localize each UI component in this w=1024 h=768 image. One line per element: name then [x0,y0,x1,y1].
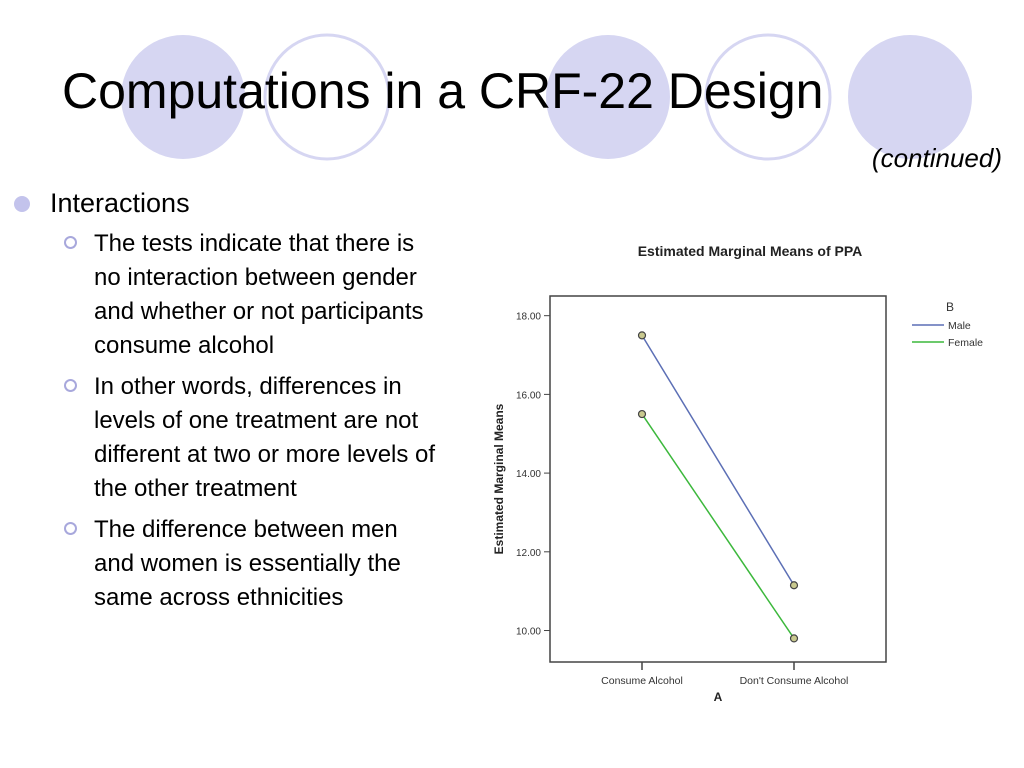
subbullet-item: In other words, differences in levels of… [12,370,442,506]
decor-circle-outline [704,33,832,161]
y-tick-label: 10.00 [516,627,541,638]
legend-label: Male [948,320,971,332]
subbullet-item: The difference between men and women is … [12,513,442,615]
data-point-female [789,634,799,643]
subbullet-ring-icon [64,236,77,249]
bullet-list: Interactions The tests indicate that the… [12,186,442,615]
data-point-male [789,581,799,590]
slide-subtitle: (continued) [871,143,1002,173]
x-axis-label: A [714,690,723,704]
x-tick-label: Consume Alcohol [601,675,683,687]
y-tick-label: 14.00 [516,469,541,480]
bullet-item: Interactions [12,186,442,220]
subbullet-ring-icon [64,379,77,392]
decorative-circles [121,33,972,161]
y-tick-label: 12.00 [516,548,541,559]
bullet-dot-icon [14,196,30,212]
series-group [637,331,799,643]
line-chart: Estimated Marginal Means of PPA Estimate… [492,243,983,704]
decor-circle-outline [263,33,391,161]
x-tick-label: Don't Consume Alcohol [740,675,849,687]
x-axis-ticks: Consume Alcohol Don't Consume Alcohol [601,662,848,687]
series-line-male [641,334,795,586]
data-point-female [637,409,647,419]
legend-label: Female [948,337,983,349]
plot-frame [549,295,887,663]
decor-circle-filled [546,35,670,159]
bullet-text: Interactions [50,188,190,218]
subbullet-ring-icon [64,522,77,535]
subbullet-item: The tests indicate that there is no inte… [12,227,442,363]
series-line-female [641,413,795,639]
y-axis-ticks: 10.00 12.00 14.00 16.00 18.00 [516,312,550,638]
legend: B Male Female [912,300,983,349]
data-point-male [637,331,647,340]
decor-circle-filled [121,35,245,159]
y-axis-label: Estimated Marginal Means [492,403,506,554]
subbullet-text: In other words, differences in levels of… [94,373,436,502]
subbullet-text: The difference between men and women is … [94,516,401,611]
chart-title: Estimated Marginal Means of PPA [638,243,863,259]
y-tick-label: 16.00 [516,390,541,401]
slide-title: Computations in a CRF-22 Design [62,63,824,119]
y-tick-label: 18.00 [516,312,541,323]
subbullet-text: The tests indicate that there is no inte… [94,230,424,359]
decor-circle-filled [848,35,972,159]
legend-title: B [946,300,954,314]
